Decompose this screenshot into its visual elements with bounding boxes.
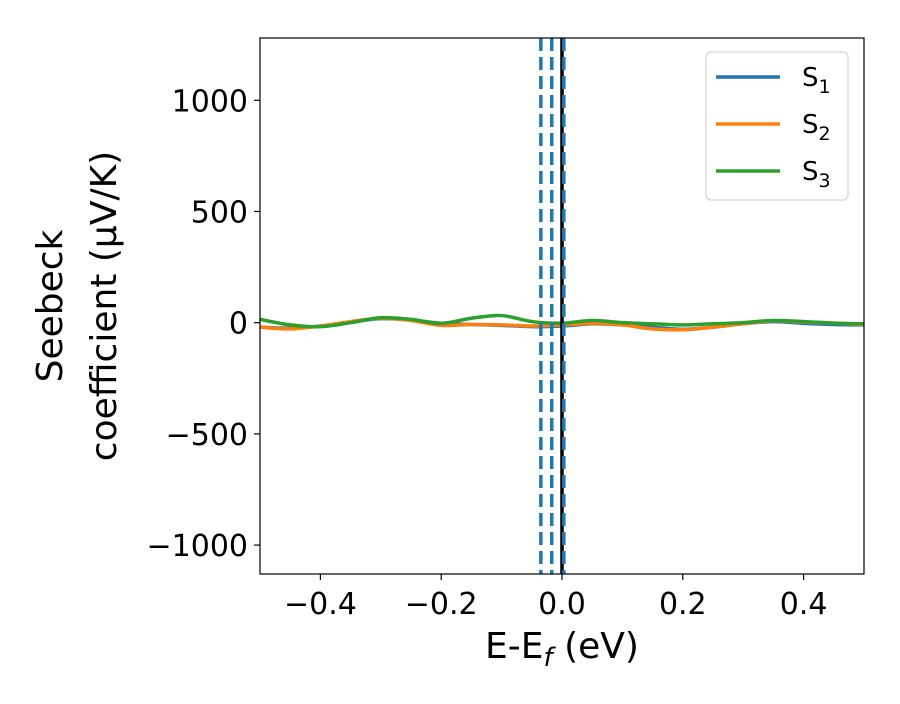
y-tick-label: 500 (191, 195, 248, 230)
x-tick-label: 0.2 (659, 587, 707, 622)
legend-label-2: S2 (802, 110, 831, 145)
x-tick-label: −0.2 (405, 587, 478, 622)
legend-label-base: S (802, 110, 819, 140)
y-axis-title-line1: Seebeck (30, 229, 71, 382)
legend-label-sub: 3 (819, 170, 831, 192)
y-axis-title-line2: coefficient (μV/K) (84, 151, 125, 461)
legend-label-3: S3 (802, 157, 831, 192)
legend-label-sub: 2 (819, 123, 831, 145)
x-tick-label: 0.4 (780, 587, 828, 622)
legend-label-1: S1 (802, 63, 831, 98)
legend-label-base: S (802, 157, 819, 187)
x-tick-label: −0.4 (284, 587, 357, 622)
legend-label-sub: 1 (819, 76, 831, 98)
x-axis-ticks: −0.4 −0.2 0.0 0.2 0.4 (284, 574, 827, 622)
x-axis-title: E-Ef (eV) (485, 626, 639, 673)
y-tick-label: −500 (166, 418, 248, 453)
y-tick-label: 1000 (172, 84, 248, 119)
legend-label-base: S (802, 63, 819, 93)
y-tick-label: 0 (229, 307, 248, 342)
x-axis-title-suffix: (eV) (553, 626, 639, 667)
y-tick-label: −1000 (147, 529, 248, 564)
x-axis-title-base: E-E (485, 626, 543, 667)
legend-box (705, 51, 849, 201)
y-axis-ticks: −1000 −500 0 500 1000 (147, 84, 260, 564)
vline-layer (539, 38, 566, 574)
x-tick-label: 0.0 (538, 587, 586, 622)
y-axis-title: Seebeck coefficient (μV/K) (30, 151, 125, 461)
